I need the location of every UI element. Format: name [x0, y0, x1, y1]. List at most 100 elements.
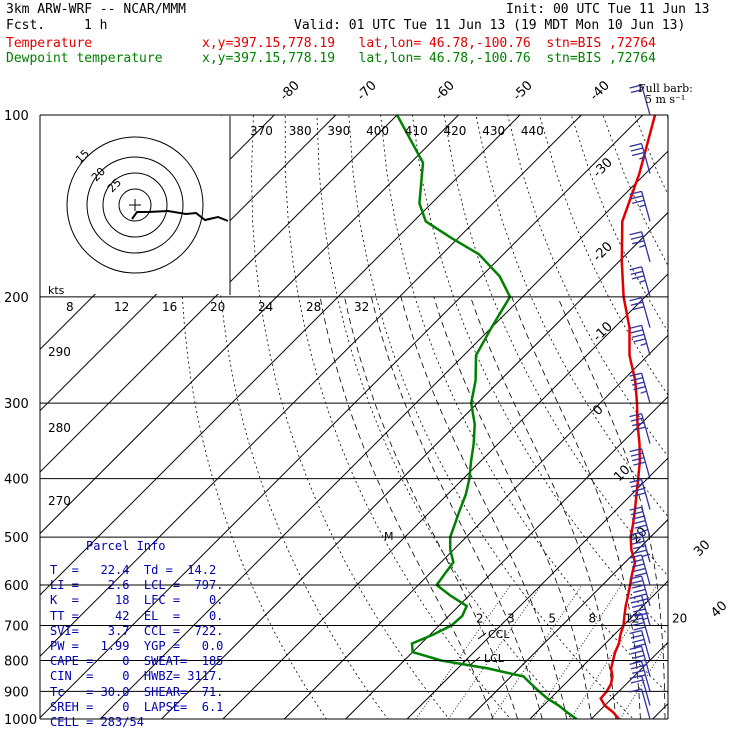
wind-barb-flag — [630, 270, 644, 275]
hodograph-ring — [66, 136, 204, 274]
parcel-row: LI = 2.6 LCL = 797. — [50, 578, 224, 593]
wind-barb-flag — [630, 377, 644, 382]
wind-barb-flag — [633, 492, 646, 497]
wind-barb-flag — [629, 674, 642, 680]
wind-barb-staff — [640, 297, 651, 328]
wind-barb-flag — [630, 634, 644, 639]
wind-barb-flag — [630, 536, 644, 541]
wind-barb-half — [639, 156, 646, 160]
wind-barb-staff — [640, 231, 651, 262]
moist-adiabat-line — [511, 296, 641, 719]
forecast-label: Fcst. — [6, 18, 46, 33]
theta-label: 420 — [444, 124, 467, 138]
temperature-line — [599, 115, 657, 719]
hodograph-ring — [118, 188, 152, 222]
parcel-info-title: Parcel Info — [86, 539, 166, 553]
isotherm-label: 10 — [611, 463, 633, 485]
wind-barb-flag — [629, 554, 642, 559]
pressure-label: 600 — [4, 579, 29, 594]
lcl-marker: LCL — [484, 652, 505, 665]
dry-adiabat-line — [698, 115, 740, 732]
full-barb-title: Full barb: — [638, 82, 693, 95]
theta-label: 430 — [482, 124, 505, 138]
wind-barb-icon — [629, 297, 651, 328]
wind-barb-flag — [629, 324, 642, 329]
mixing-ratio-line — [619, 641, 668, 719]
wind-barb-flag — [631, 621, 645, 627]
init-time: Init: 00 UTC Tue 11 Jun 13 — [506, 2, 710, 17]
pressure-label: 400 — [4, 473, 29, 488]
wind-barb-staff — [640, 448, 651, 479]
hodograph-trace — [131, 209, 229, 222]
pressure-label: 1000 — [4, 713, 37, 728]
wind-barb-staff — [640, 413, 651, 444]
wind-barb-icon — [629, 645, 651, 677]
wind-barb-icon — [629, 688, 651, 720]
parcel-row: SREH = 0 LAPSE= 6.1 — [50, 699, 224, 714]
isotherm-label: -60 — [432, 78, 458, 104]
dry-adiabat-line — [730, 115, 740, 732]
wind-barb-flag — [631, 654, 645, 659]
wind-barb-icon — [629, 142, 651, 174]
isotherm-label: -50 — [510, 78, 536, 104]
isotherm-label: 0 — [590, 402, 606, 418]
wind-barb-staff — [640, 191, 651, 222]
wind-barb-flag — [633, 626, 646, 631]
dewpoint-legend-info: x,y=397.15,778.19 lat,lon= 46.78,-100.76… — [202, 51, 656, 66]
parcel-info-panel: Parcel Info T = 22.4 Td = 14.2 LI = 2.6 L… — [40, 537, 230, 737]
wind-barb-flag — [629, 688, 642, 693]
wind-barb-flag — [633, 461, 646, 466]
mixing-ratio-line — [415, 584, 511, 719]
wind-barb-staff — [640, 554, 651, 586]
wind-barb-half — [640, 663, 647, 667]
wind-barb-icon — [629, 266, 651, 297]
wind-barb-flag — [631, 457, 645, 462]
wind-barb-icon — [629, 412, 651, 444]
hodograph-scale-label: 32 — [354, 300, 369, 314]
isotherm-line — [99, 150, 668, 719]
isotherm-line — [40, 115, 521, 596]
theta-label: 410 — [405, 124, 428, 138]
wind-barb-icon — [629, 612, 651, 644]
wind-barb-flag — [629, 531, 642, 536]
moist-adiabat-line — [319, 296, 494, 719]
wind-barb-flag — [630, 511, 644, 516]
wind-barb-half — [641, 529, 649, 533]
dry-adiabat-label: 280 — [48, 421, 71, 435]
parcel-row: TT = 42 EL = 0. — [50, 608, 224, 623]
wind-barb-flag — [631, 381, 645, 386]
isotherm-label: 30 — [691, 538, 713, 560]
wind-barb-staff — [640, 646, 651, 677]
parcel-row: T = 22.4 Td = 14.2 — [50, 563, 217, 577]
lcl-arrow — [469, 656, 481, 666]
mixing-ratio-label: 12 — [625, 611, 640, 625]
wind-barb-flag — [630, 452, 644, 457]
pressure-label: 300 — [4, 397, 29, 412]
isotherm-label: -10 — [590, 319, 616, 345]
wind-barb-flag — [630, 147, 644, 152]
wind-barb-flag — [629, 645, 642, 650]
hodograph-ring — [86, 156, 184, 254]
theta-label: 390 — [327, 124, 350, 138]
wind-barb-icon — [629, 554, 651, 586]
wind-barb-staff — [640, 143, 651, 174]
parcel-row: PW = 1.99 YGP = 0.0 — [50, 639, 224, 653]
dry-adiabat-line — [412, 115, 668, 636]
wind-barb-flag — [634, 593, 647, 598]
wind-barb-flag — [633, 567, 646, 573]
wind-barb-flag — [629, 190, 642, 195]
theta-label: 380 — [289, 124, 312, 138]
isotherm-line — [40, 115, 459, 535]
wind-barb-half — [641, 617, 649, 621]
wind-barb-flag — [631, 540, 645, 545]
dry-adiabat-line — [634, 115, 668, 196]
parcel-panel-background — [40, 537, 230, 739]
pressure-label: 100 — [4, 109, 29, 124]
wind-barb-flag — [629, 448, 642, 453]
wind-barb-icon — [629, 231, 651, 262]
dry-adiabat-label: 290 — [48, 345, 71, 359]
dry-adiabat-line — [666, 115, 668, 120]
wind-barb-staff — [640, 675, 651, 706]
isotherm-line — [652, 702, 668, 719]
